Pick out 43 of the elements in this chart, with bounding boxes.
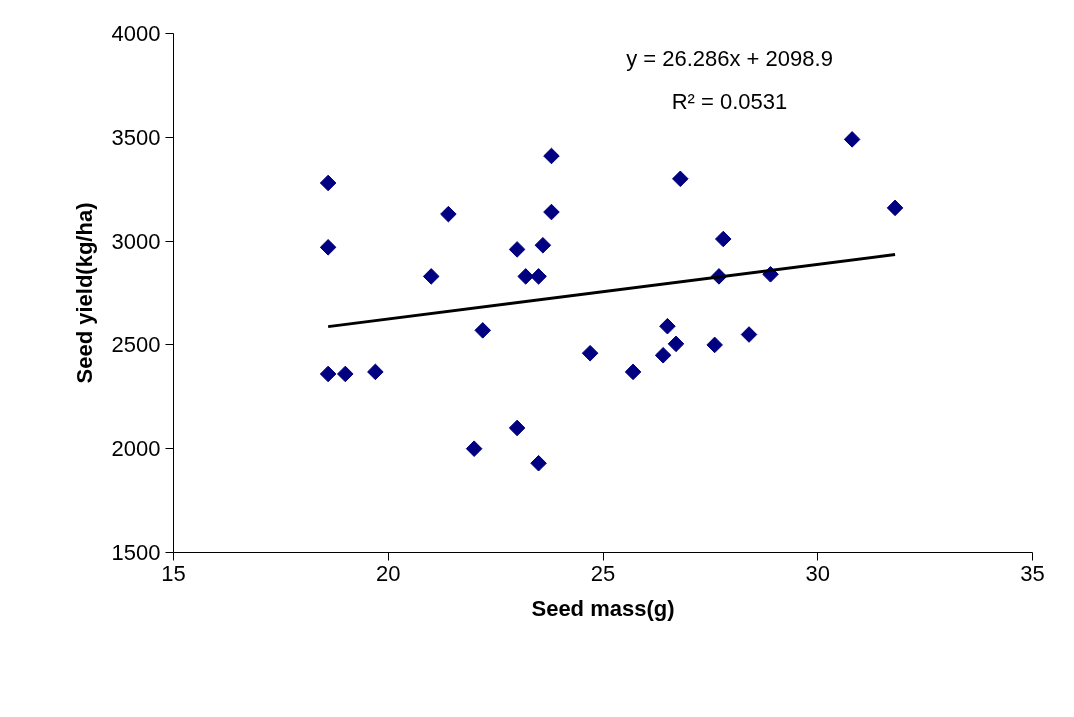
point: [440, 205, 457, 223]
x-tick-label: 25: [590, 560, 616, 586]
point: [534, 236, 552, 254]
y-tick-label: 3500: [111, 124, 161, 150]
point: [530, 454, 547, 472]
point: [654, 347, 672, 364]
point: [624, 363, 642, 381]
y-tick-label: 3000: [111, 228, 161, 254]
point: [886, 199, 904, 217]
annotation: R² = 0.0531: [671, 89, 788, 114]
point: [659, 317, 676, 335]
x-axis-title: Seed mass(g): [531, 595, 675, 621]
point: [474, 322, 492, 339]
point: [517, 268, 534, 285]
point: [672, 170, 689, 188]
point: [543, 203, 560, 221]
y-tick-label: 1500: [111, 540, 161, 565]
y-tick-label: 2500: [111, 332, 161, 358]
point: [319, 365, 337, 383]
x-tick-label: 20: [376, 560, 401, 586]
point: [740, 326, 758, 343]
point: [706, 336, 723, 354]
point: [319, 174, 337, 192]
point: [843, 131, 861, 148]
annotation: y = 26.286x + 2098.9: [626, 46, 833, 71]
point: [714, 230, 732, 248]
point: [667, 335, 685, 353]
point: [465, 440, 483, 457]
x-tick-label: 15: [161, 560, 186, 586]
point: [530, 268, 547, 285]
point: [581, 344, 599, 362]
point: [319, 239, 337, 256]
point: [337, 365, 354, 383]
y-tick-label: 2000: [111, 436, 161, 462]
y-axis-title: Seed yield(kg/ha): [71, 202, 97, 384]
point: [422, 268, 440, 285]
x-tick-label: 30: [805, 560, 830, 586]
x-tick-label: 35: [1020, 560, 1045, 586]
y-tick-label: 4000: [111, 21, 161, 46]
point: [508, 419, 526, 437]
point: [508, 241, 526, 258]
point: [367, 363, 384, 381]
point: [543, 147, 560, 165]
